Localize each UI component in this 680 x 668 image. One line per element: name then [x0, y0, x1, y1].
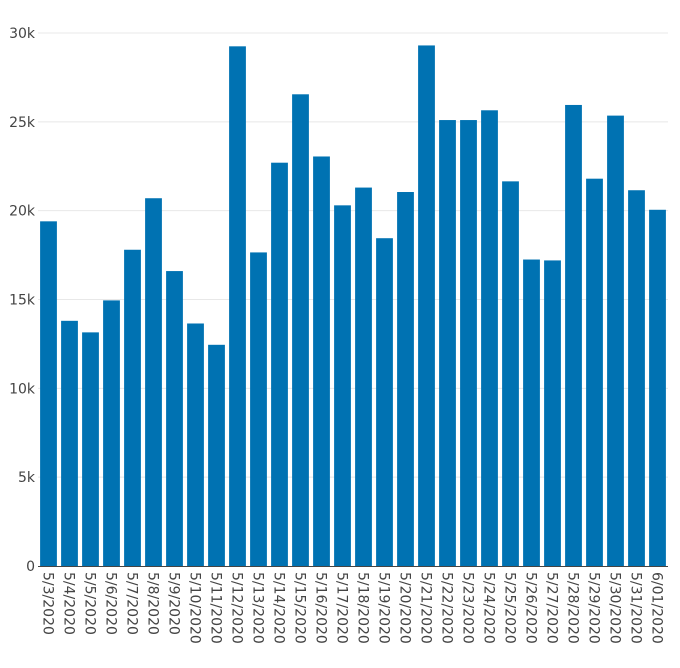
y-tick-label: 15k: [9, 293, 36, 309]
bar: [649, 209, 666, 567]
bar: [313, 156, 330, 566]
x-tick-label: 5/22/2020: [439, 572, 455, 644]
bars: [40, 45, 666, 567]
bar: [103, 300, 120, 566]
x-tick-label: 5/14/2020: [271, 572, 287, 644]
x-tick-label: 5/31/2020: [628, 572, 644, 644]
x-tick-label: 5/29/2020: [586, 572, 602, 644]
x-tick-label: 5/3/2020: [40, 572, 56, 635]
bar: [397, 192, 414, 567]
bar: [271, 162, 288, 567]
y-tick-label: 30k: [9, 26, 36, 42]
bar: [166, 271, 183, 566]
bar: [187, 323, 204, 566]
x-tick-label: 5/23/2020: [460, 572, 476, 644]
x-tick-label: 5/27/2020: [544, 572, 560, 644]
gridlines: [38, 32, 668, 478]
x-tick-label: 5/9/2020: [166, 572, 182, 635]
bar: [292, 94, 309, 567]
x-tick-label: 5/10/2020: [187, 572, 203, 644]
y-tick-label: 10k: [9, 381, 36, 397]
bar: [376, 238, 393, 566]
bar: [565, 104, 582, 566]
bar: [481, 110, 498, 566]
x-tick-label: 5/4/2020: [61, 572, 77, 635]
y-tick-label: 20k: [9, 204, 36, 220]
x-tick-label: 5/19/2020: [376, 572, 392, 644]
x-tick-label: 5/24/2020: [481, 572, 497, 644]
x-tick-label: 5/6/2020: [103, 572, 119, 635]
bar: [208, 344, 225, 566]
bar: [334, 205, 351, 566]
x-tick-label: 5/30/2020: [607, 572, 623, 644]
x-tick-label: 5/28/2020: [565, 572, 581, 644]
bar: [523, 259, 540, 566]
bar: [418, 45, 435, 567]
x-tick-label: 5/8/2020: [145, 572, 161, 635]
x-tick-label: 5/15/2020: [292, 572, 308, 644]
x-tick-label: 5/20/2020: [397, 572, 413, 644]
bar: [61, 320, 78, 566]
bar: [586, 178, 603, 567]
bar: [355, 187, 372, 566]
bar: [439, 120, 456, 566]
x-tick-label: 5/12/2020: [229, 572, 245, 644]
bar: [502, 181, 519, 566]
x-tick-label: 5/18/2020: [355, 572, 371, 644]
y-tick-labels: 0 5k 10k 15k 20k 25k 30k: [9, 26, 36, 575]
x-tick-label: 5/26/2020: [523, 572, 539, 644]
x-tick-label: 5/17/2020: [334, 572, 350, 644]
x-tick-label: 5/13/2020: [250, 572, 266, 644]
x-tick-label: 5/21/2020: [418, 572, 434, 644]
bar: [145, 198, 162, 567]
x-tick-label: 5/11/2020: [208, 572, 224, 644]
x-tick-label: 6/01/2020: [649, 572, 665, 644]
x-tick-label: 5/16/2020: [313, 572, 329, 644]
y-tick-label: 5k: [18, 470, 36, 486]
x-tick-label: 5/25/2020: [502, 572, 518, 644]
bar: [460, 120, 477, 566]
y-tick-label: 0: [26, 559, 35, 575]
bar: [607, 115, 624, 567]
bar: [82, 332, 99, 566]
bar: [229, 46, 246, 566]
bar: [544, 260, 561, 566]
y-tick-label: 25k: [9, 115, 36, 131]
x-tick-label: 5/5/2020: [82, 572, 98, 635]
bar: [40, 221, 57, 566]
bar: [124, 249, 141, 566]
bar: [628, 190, 645, 567]
x-tick-labels: 5/3/2020 5/4/2020 5/5/2020 5/6/2020 5/7/2020…: [40, 572, 665, 644]
x-tick-label: 5/7/2020: [124, 572, 140, 635]
bar: [250, 252, 267, 566]
